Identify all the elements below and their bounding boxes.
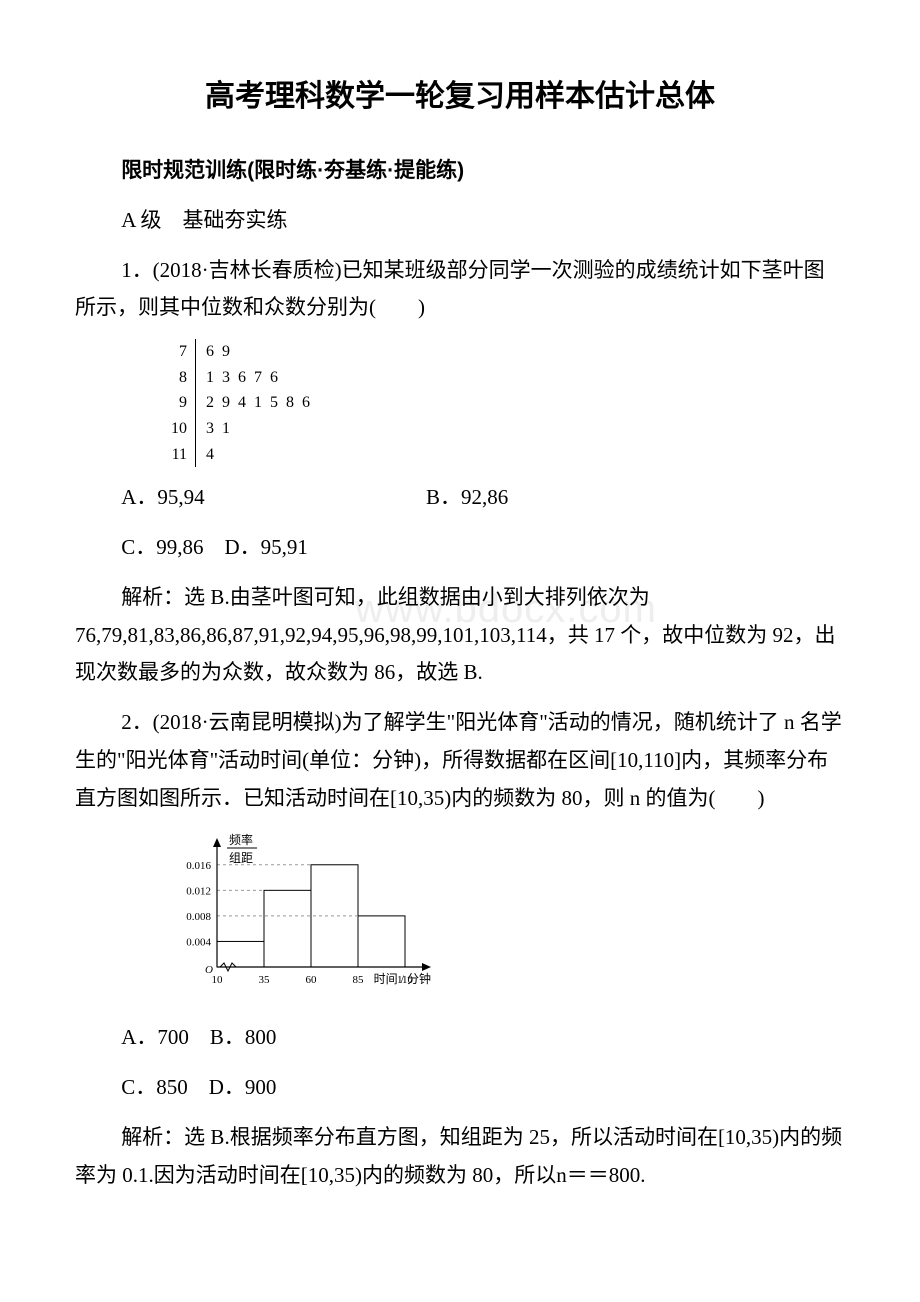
stem-cell: 7 [165, 339, 196, 365]
leaf-cell: 69 [196, 339, 325, 365]
stem-cell: 10 [165, 416, 196, 442]
svg-text:0.008: 0.008 [186, 910, 211, 922]
q2-text: 2．(2018·云南昆明模拟)为了解学生"阳光体育"活动的情况，随机统计了 n … [75, 704, 845, 817]
level-line: A 级 基础夯实练 [75, 202, 845, 240]
q1-option-b: B．92,86 [380, 479, 508, 517]
subtitle: 限时规范训练(限时练·夯基练·提能练) [75, 152, 845, 190]
svg-text:0.016: 0.016 [186, 859, 211, 871]
svg-text:组距: 组距 [229, 851, 253, 865]
q2-option-c: C．850 [121, 1075, 188, 1099]
svg-text:85: 85 [353, 974, 365, 986]
svg-text:0.012: 0.012 [186, 885, 211, 897]
svg-text:频率: 频率 [229, 832, 253, 847]
q2-solution: 解析：选 B.根据频率分布直方图，知组距为 25，所以活动时间在[10,35)内… [75, 1119, 845, 1195]
q2-options-row2: C．850 D．900 [75, 1069, 845, 1107]
leaf-cell: 13676 [196, 365, 325, 391]
q2-option-a: A．700 [121, 1025, 189, 1049]
q2-options-row1: A．700 B．800 [75, 1019, 845, 1057]
q1-option-a: A．95,94 [121, 485, 204, 509]
q1-options-row2: C．99,86 D．95,91 [75, 529, 845, 567]
stem-cell: 9 [165, 390, 196, 416]
stem-leaf-plot: 769813676929415861031114 [165, 339, 324, 467]
svg-text:60: 60 [306, 974, 318, 986]
leaf-cell: 2941586 [196, 390, 325, 416]
q1-solution: 解析：选 B.由茎叶图可知，此组数据由小到大排列依次为76,79,81,83,8… [75, 579, 845, 692]
q1-text: 1．(2018·吉林长春质检)已知某班级部分同学一次测验的成绩统计如下茎叶图所示… [75, 252, 845, 328]
svg-text:10: 10 [212, 974, 224, 986]
histogram: 0.0160.0120.0080.004O10356085110频率组距时间 /… [165, 830, 845, 1008]
stem-cell: 11 [165, 442, 196, 468]
q1-options-row1: A．95,94 B．92,86 [75, 479, 845, 517]
svg-text:35: 35 [259, 974, 271, 986]
svg-text:0.004: 0.004 [186, 936, 211, 948]
leaf-cell: 31 [196, 416, 325, 442]
q2-option-b: B．800 [210, 1025, 277, 1049]
q1-option-d: D．95,91 [224, 535, 307, 559]
svg-text:时间 / 分钟: 时间 / 分钟 [374, 971, 431, 986]
stem-cell: 8 [165, 365, 196, 391]
leaf-cell: 4 [196, 442, 325, 468]
q1-option-c: C．99,86 [121, 535, 203, 559]
q2-option-d: D．900 [209, 1075, 277, 1099]
page-title: 高考理科数学一轮复习用样本估计总体 [75, 70, 845, 124]
